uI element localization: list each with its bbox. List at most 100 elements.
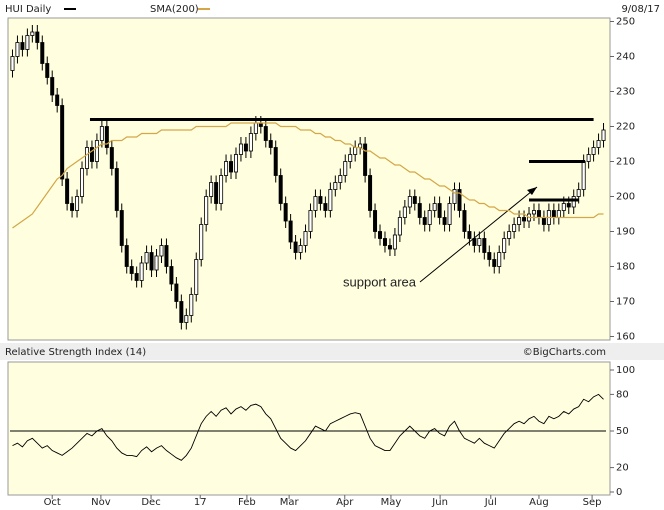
candle-body — [273, 147, 278, 176]
x-tick-label: Jun — [431, 497, 448, 508]
arrow — [419, 186, 538, 283]
y-tick-label: 220 — [616, 122, 635, 133]
candle-body — [422, 217, 427, 225]
rsi-title: Relative Strength Index (14) — [5, 347, 146, 358]
candle-body — [397, 217, 402, 236]
candle-body — [94, 140, 99, 162]
y-tick-label: 160 — [616, 332, 635, 343]
candle-body — [209, 182, 214, 197]
candle-body — [84, 147, 89, 169]
candle-body — [139, 262, 144, 281]
candle-body — [601, 129, 606, 141]
candle-body — [169, 266, 174, 285]
candle-body — [194, 259, 199, 295]
candle-body — [15, 42, 20, 57]
candle-body — [437, 203, 442, 218]
candle-body — [522, 217, 527, 222]
candle-body — [45, 63, 50, 78]
y-tick-label: 240 — [616, 52, 635, 63]
legend-label: SMA(200) — [150, 4, 199, 15]
candle-body — [35, 31, 40, 43]
y-tick-label: 210 — [616, 157, 635, 168]
candle-body — [134, 273, 139, 281]
candle-body — [402, 206, 407, 218]
arrowhead — [527, 187, 537, 195]
candle-body — [214, 182, 219, 204]
x-tick-label: Feb — [238, 497, 256, 508]
candle-body — [60, 105, 65, 180]
candle-body — [452, 189, 457, 204]
candle-body — [268, 140, 273, 148]
candle-body — [432, 203, 437, 211]
candle-body — [551, 210, 556, 218]
candle-body — [586, 154, 591, 162]
candle-body — [149, 252, 154, 271]
candle-body — [144, 252, 149, 264]
candle-body — [363, 143, 368, 176]
candle-body — [323, 203, 328, 211]
candle-body — [80, 168, 85, 197]
x-tick-label: Apr — [336, 497, 354, 508]
candle-body — [467, 231, 472, 239]
candle-body — [338, 175, 343, 183]
candle-body — [109, 147, 114, 169]
y-tick-label: 200 — [616, 192, 635, 203]
candle-body — [596, 140, 601, 148]
candle-body — [313, 196, 318, 211]
candle-body — [184, 315, 189, 323]
candle-body — [457, 189, 462, 211]
candle-body — [373, 210, 378, 232]
candle-body — [10, 56, 15, 71]
y-tick-label: 190 — [616, 227, 635, 238]
candle-body — [75, 196, 80, 211]
candle-body — [204, 196, 209, 225]
candle-body — [40, 42, 45, 64]
candle-body — [50, 77, 55, 96]
x-tick-label: Aug — [529, 497, 549, 508]
candle-body — [293, 241, 298, 253]
x-tick-label: Nov — [91, 497, 111, 508]
date: 9/08/17 — [621, 4, 660, 15]
candle-body — [447, 203, 452, 225]
candle-body — [179, 301, 184, 323]
candle-body — [263, 126, 268, 141]
candle-body — [392, 234, 397, 250]
candle-body — [477, 238, 482, 246]
candle-body — [243, 143, 248, 152]
candle-body — [219, 175, 224, 204]
candle-body — [536, 210, 541, 218]
candle-body — [303, 231, 308, 246]
candle-body — [55, 94, 60, 106]
candle-body — [353, 147, 358, 155]
candle-body — [25, 35, 30, 50]
candle-body — [104, 126, 109, 148]
y-tick-label: 80 — [616, 389, 629, 400]
candle-body — [512, 224, 517, 232]
x-tick-label: May — [381, 497, 402, 508]
candle-body — [65, 178, 70, 204]
y-tick-label: 180 — [616, 262, 635, 273]
candle-body — [164, 245, 169, 267]
candle-body — [462, 210, 467, 232]
candle-body — [442, 217, 447, 225]
candle-body — [333, 182, 338, 190]
candle-body — [343, 161, 348, 176]
candle-body — [497, 252, 502, 267]
candle-body — [427, 210, 432, 225]
price-panel — [7, 17, 611, 341]
candle-body — [368, 175, 373, 211]
candle-body — [517, 217, 522, 225]
y-tick-label: 20 — [616, 463, 629, 474]
candle-body — [20, 42, 25, 50]
candle-body — [556, 210, 561, 218]
y-tick-label: 170 — [616, 297, 635, 308]
candle-body — [531, 210, 536, 215]
candle-body — [412, 196, 417, 204]
candle-body — [482, 238, 487, 253]
candle-body — [248, 133, 253, 152]
candle-body — [154, 255, 159, 271]
candle-body — [566, 203, 571, 208]
candle-body — [89, 147, 94, 162]
candle-body — [541, 217, 546, 225]
